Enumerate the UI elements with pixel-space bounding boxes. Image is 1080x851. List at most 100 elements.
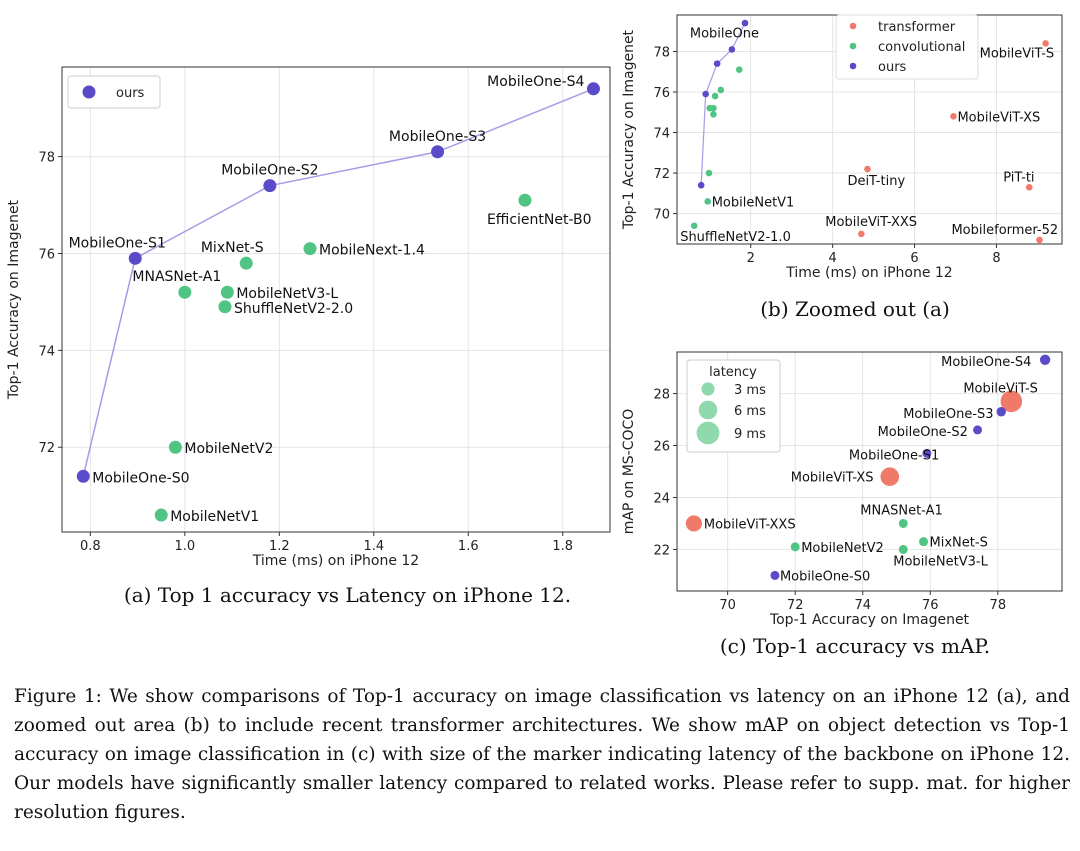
point-label-mobileone-s1: MobileOne-S1: [849, 448, 939, 463]
point-convolutional-8: [735, 66, 743, 74]
point-label-mobilevit-xxs: MobileViT-XXS: [825, 215, 917, 230]
point-mixnet-s: [239, 256, 253, 270]
point-label-mobilenext-1-4: MobileNext-1.4: [319, 243, 425, 259]
y-axis-label: mAP on MS-COCO: [621, 409, 637, 535]
y-tick-label: 76: [38, 247, 55, 262]
point-transformer-mobilevit-xs: [950, 113, 957, 120]
x-tick-label: 72: [787, 598, 804, 613]
y-tick-label: 22: [653, 543, 670, 558]
y-tick-label: 78: [38, 151, 55, 166]
point-label-efficientnet-b0: EfficientNet-B0: [487, 212, 592, 228]
point-mobilevit-xs: [880, 467, 900, 487]
point-mobileone-s3: [996, 407, 1006, 417]
point-convolutional-mobilenetv1: [704, 198, 712, 205]
chart-a: 0.8 1.0 1.2 1.4 1.6 1.8 72 74 76 78 Time (ms) on i…: [6, 66, 611, 569]
legend-marker-ours: [82, 85, 96, 99]
x-tick-label: 0.8: [80, 539, 101, 554]
y-tick-label: 70: [653, 208, 670, 223]
x-tick-label: 70: [719, 598, 736, 613]
legend-label-transformer: transformer: [878, 20, 956, 35]
point-label-shufflenetv2-2-0: ShuffleNetV2-2.0: [234, 301, 353, 317]
point-mobileone-s0: [770, 570, 780, 580]
legend-marker-convolutional: [849, 42, 857, 50]
legend-title: latency: [709, 365, 757, 380]
point-convolutional-4: [710, 111, 717, 118]
point-transformer-pit-ti: [1025, 183, 1033, 191]
point-label-mobilenetv3-l: MobileNetV3-L: [893, 554, 988, 569]
chart-c: 70 72 74 76 78 22 24 26 28 Top-1 Accuracy on Imag…: [621, 351, 1063, 628]
point-label-mobilevit-xs: MobileViT-XS: [957, 110, 1040, 125]
point-convolutional-5: [710, 104, 717, 112]
y-tick-label: 76: [653, 86, 670, 101]
x-tick-label: 8: [992, 251, 1000, 266]
legend-marker-ours: [849, 62, 857, 70]
point-mobilenetv3-l: [898, 544, 908, 554]
point-mobilenetv2: [790, 542, 800, 552]
point-mobilenetv1: [154, 508, 168, 522]
y-tick-label: 72: [653, 167, 670, 182]
point-convolutional-7: [717, 86, 725, 94]
y-tick-label: 74: [38, 344, 55, 359]
point-mobileone-s2: [263, 179, 277, 193]
plot-frame: [676, 351, 1063, 592]
point-label-mobileone: MobileOne: [690, 26, 759, 41]
legend-marker-latency: [696, 421, 720, 445]
point-convolutional-shufflenetv2-1-0: [690, 222, 698, 230]
point-label-deit-tiny: DeiT-tiny: [847, 174, 905, 189]
point-efficientnet-b0: [518, 193, 532, 207]
y-tick-label: 24: [653, 491, 670, 506]
x-tick-label: 1.6: [458, 539, 479, 554]
legend-label-latency: 9 ms: [734, 427, 766, 442]
point-mobileone-s3: [431, 145, 445, 159]
point-label-mobilevit-s: MobileViT-S: [963, 381, 1038, 396]
point-convolutional-6: [711, 92, 719, 100]
point-mnasnet-a1: [898, 518, 908, 528]
caption-b: (b) Zoomed out (a): [760, 297, 950, 321]
point-mobilevit-s: [1000, 390, 1023, 413]
x-tick-label: 4: [828, 251, 836, 266]
legend-a: ours: [67, 75, 161, 109]
legend-b: transformer convolutional ours: [835, 14, 979, 80]
y-tick-label: 26: [653, 440, 670, 455]
legend-box: [835, 14, 979, 80]
point-mobilenetv3-l: [220, 285, 234, 299]
x-tick-label: 6: [910, 251, 918, 266]
x-tick-label: 1.4: [363, 539, 384, 554]
point-convolutional-2: [705, 169, 713, 177]
point-label-mnasnet-a1: MNASNet-A1: [132, 269, 221, 285]
y-tick-label: 78: [653, 45, 670, 60]
point-label-mobilenetv2: MobileNetV2: [801, 541, 884, 556]
point-label-shufflenetv2-1-0: ShuffleNetV2-1.0: [680, 230, 791, 245]
y-tick-label: 28: [653, 388, 670, 403]
legend-label-convolutional: convolutional: [878, 40, 965, 55]
point-transformer-mobileformer-52: [1036, 236, 1043, 244]
caption-a: (a) Top 1 accuracy vs Latency on iPhone …: [123, 583, 572, 607]
plot-frame: [61, 66, 611, 533]
x-tick-label: 2: [747, 251, 755, 266]
legend-label-latency: 3 ms: [734, 383, 766, 398]
point-transformer-deit-tiny: [864, 165, 871, 173]
x-tick-label: 78: [990, 598, 1007, 613]
point-label-mobileformer-52: Mobileformer-52: [951, 223, 1058, 238]
figure-caption: Figure 1: We show comparisons of Top-1 a…: [14, 686, 1070, 823]
caption-c: (c) Top-1 accuracy vs mAP.: [719, 634, 991, 658]
point-label-mobilenetv3-l: MobileNetV3-L: [236, 286, 338, 302]
point-ours-1: [702, 90, 709, 98]
x-tick-label: 1.8: [552, 539, 573, 554]
x-axis-label: Top-1 Accuracy on Imagenet: [769, 612, 970, 628]
point-label-mobileone-s0: MobileOne-S0: [92, 470, 189, 486]
point-label-pit-ti: PiT-ti: [1003, 170, 1034, 185]
point-mobilenext-1-4: [303, 242, 317, 256]
x-axis-label: Time (ms) on iPhone 12: [252, 553, 419, 569]
point-label-mnasnet-a1: MNASNet-A1: [860, 503, 942, 518]
point-mixnet-s: [919, 537, 929, 547]
point-label-mobilenetv2: MobileNetV2: [184, 441, 273, 457]
point-label-mobilenetv1: MobileNetV1: [712, 195, 795, 210]
point-label-mobileone-s2: MobileOne-S2: [878, 425, 968, 440]
point-ours-2: [713, 60, 721, 67]
point-mobileone-s4: [586, 82, 600, 96]
point-label-mobileone-s2: MobileOne-S2: [221, 163, 318, 179]
point-mobilevit-xxs: [685, 515, 702, 532]
x-tick-label: 1.2: [269, 539, 290, 554]
